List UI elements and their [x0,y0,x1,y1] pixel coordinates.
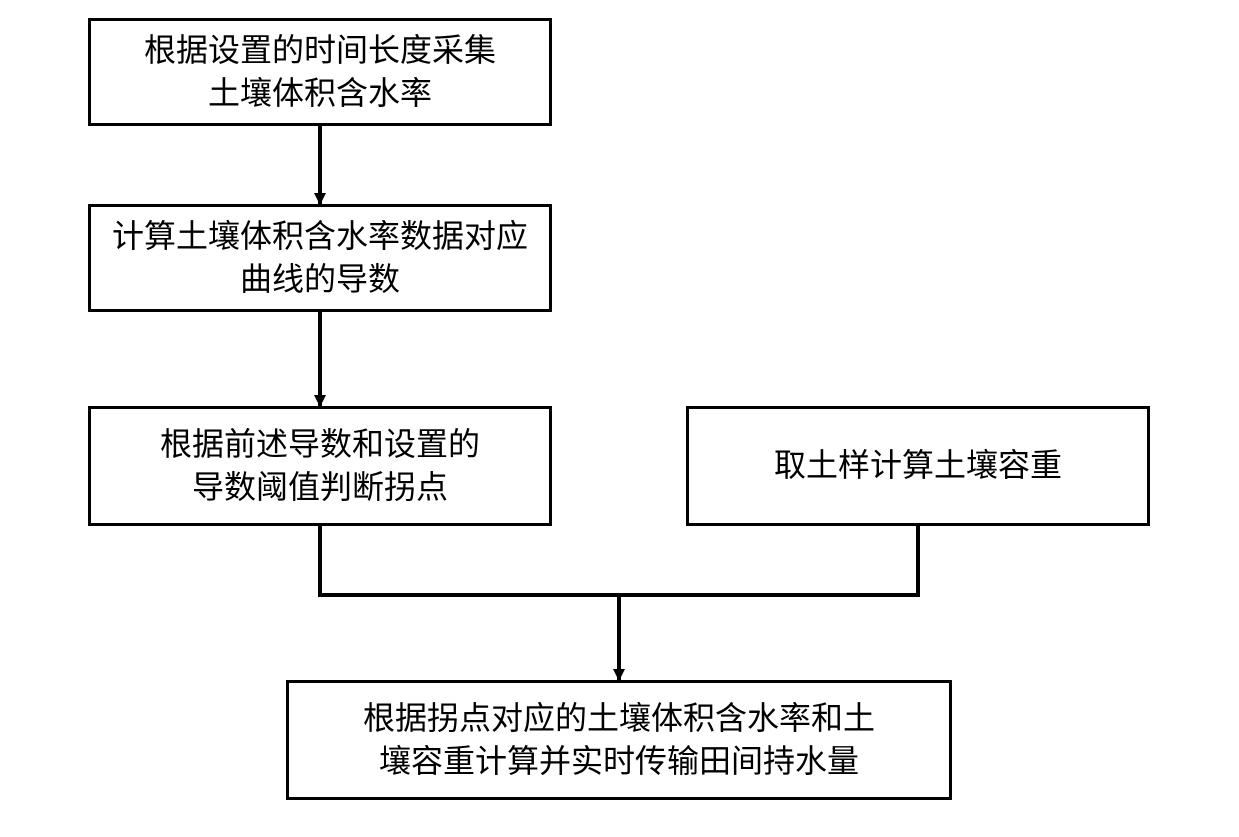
flow-node-label: 根据拐点对应的土壤体积含水率和土 壤容重计算并实时传输田间持水量 [363,697,875,783]
flow-node-label: 根据前述导数和设置的 导数阈值判断拐点 [160,423,480,509]
flow-edge-2 [320,526,619,680]
flow-node-label: 计算土壤体积含水率数据对应 曲线的导数 [112,215,528,301]
flow-node-label: 取土样计算土壤容重 [774,444,1062,487]
flow-node-label: 根据设置的时间长度采集 土壤体积含水率 [144,29,496,115]
flow-node-n4: 取土样计算土壤容重 [686,406,1150,526]
flow-node-n2: 计算土壤体积含水率数据对应 曲线的导数 [88,204,552,312]
flow-node-n3: 根据前述导数和设置的 导数阈值判断拐点 [88,406,552,526]
flow-node-n1: 根据设置的时间长度采集 土壤体积含水率 [88,18,552,126]
flow-node-n5: 根据拐点对应的土壤体积含水率和土 壤容重计算并实时传输田间持水量 [286,680,952,800]
flow-edge-3 [619,526,918,595]
